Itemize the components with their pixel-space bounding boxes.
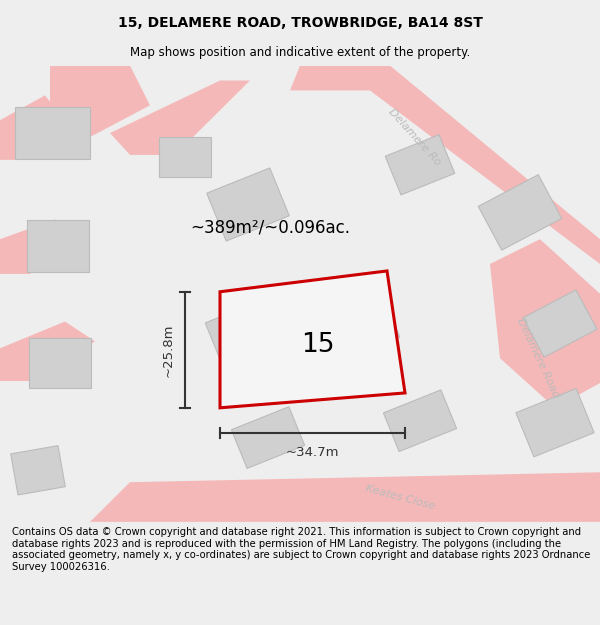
Polygon shape [0, 96, 65, 160]
Text: ~389m²/~0.096ac.: ~389m²/~0.096ac. [190, 218, 350, 236]
Text: Delamere Ro: Delamere Ro [387, 107, 443, 168]
Polygon shape [207, 168, 289, 241]
Text: Keates Close: Keates Close [364, 483, 436, 511]
Polygon shape [516, 389, 594, 457]
Polygon shape [383, 390, 457, 451]
Polygon shape [11, 446, 65, 495]
Text: Map shows position and indicative extent of the property.: Map shows position and indicative extent… [130, 46, 470, 59]
Polygon shape [27, 221, 89, 272]
Polygon shape [220, 271, 405, 408]
Polygon shape [0, 321, 95, 381]
Polygon shape [110, 81, 250, 155]
Polygon shape [0, 219, 80, 274]
Text: ~34.7m: ~34.7m [286, 446, 339, 459]
Polygon shape [50, 66, 150, 145]
Text: Delamere Road: Delamere Road [515, 317, 561, 399]
Polygon shape [29, 338, 91, 388]
Text: 15: 15 [301, 332, 335, 358]
Polygon shape [478, 175, 562, 250]
Polygon shape [90, 472, 600, 522]
Polygon shape [385, 135, 455, 195]
Text: Contains OS data © Crown copyright and database right 2021. This information is : Contains OS data © Crown copyright and d… [12, 527, 590, 572]
Polygon shape [159, 137, 211, 177]
Text: 15, DELAMERE ROAD, TROWBRIDGE, BA14 8ST: 15, DELAMERE ROAD, TROWBRIDGE, BA14 8ST [118, 16, 482, 31]
Polygon shape [290, 66, 600, 264]
Text: ~25.8m: ~25.8m [162, 323, 175, 376]
Polygon shape [330, 298, 400, 359]
Polygon shape [205, 301, 275, 361]
Polygon shape [14, 107, 89, 159]
Polygon shape [490, 239, 600, 408]
Polygon shape [523, 290, 597, 357]
Polygon shape [232, 407, 305, 468]
